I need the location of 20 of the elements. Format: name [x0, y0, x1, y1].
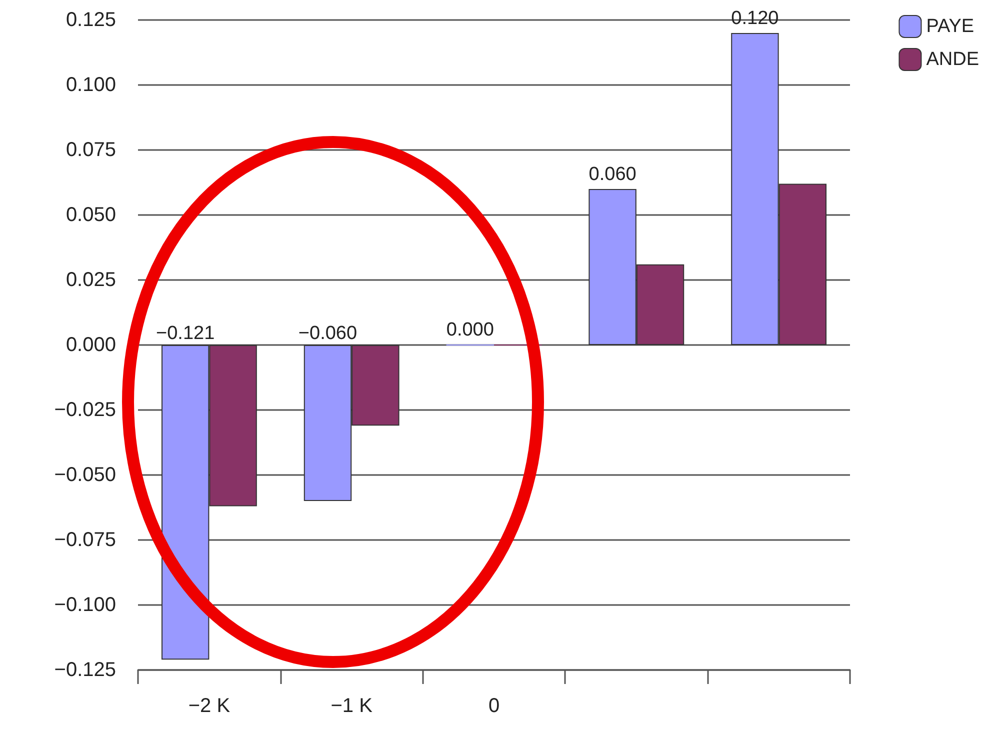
y-tick-label: 0.025 — [66, 269, 116, 291]
y-tick-label: 0.075 — [66, 139, 116, 161]
legend-label: PAYE — [926, 16, 974, 37]
data-label: 0.060 — [588, 164, 636, 185]
x-tick-label: 0 — [488, 695, 500, 717]
data-label: −0.121 — [156, 323, 215, 344]
y-tick-label: 0.125 — [66, 9, 116, 31]
x-tick-label: −2 K — [188, 695, 231, 717]
y-tick-label: 0.000 — [66, 334, 116, 356]
x-tick-label: −1 K — [330, 695, 374, 717]
y-tick-label: −0.050 — [54, 464, 116, 486]
y-tick-label: 0.100 — [66, 74, 116, 96]
y-tick-label: −0.100 — [54, 594, 116, 616]
legend-label: ANDE — [926, 49, 980, 70]
y-tick-label: −0.075 — [54, 529, 116, 551]
data-label: 0.000 — [446, 320, 494, 340]
data-label: −0.060 — [298, 323, 358, 344]
y-tick-label: −0.025 — [54, 399, 116, 421]
y-tick-label: −0.125 — [54, 659, 116, 681]
y-tick-label: 0.050 — [66, 204, 116, 226]
